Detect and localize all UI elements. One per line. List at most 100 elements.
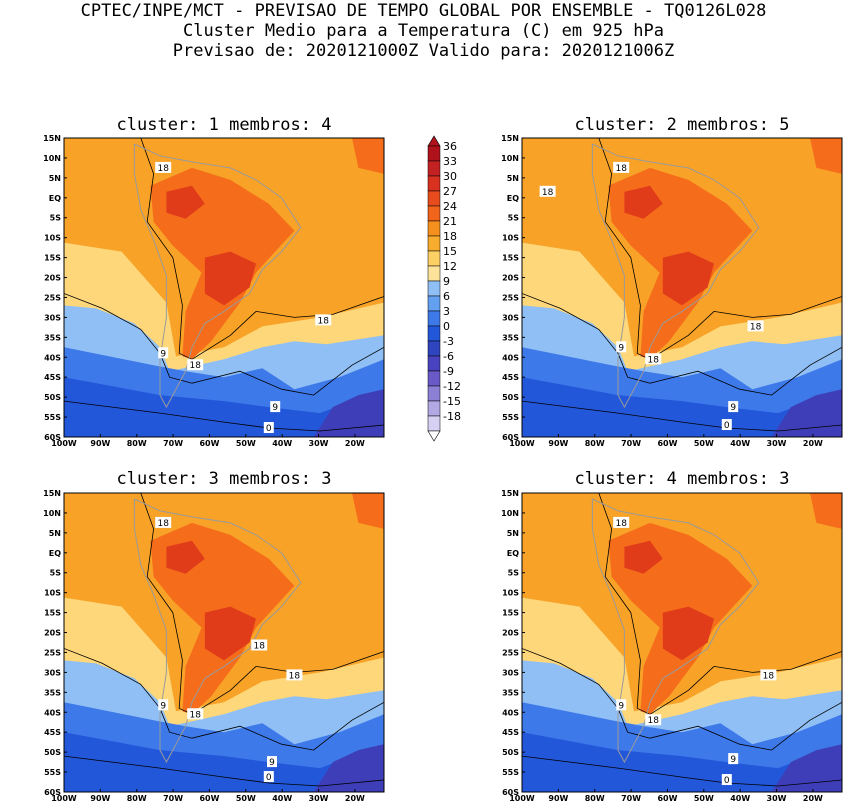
lat-label: 30S (502, 668, 519, 677)
lon-label: 30W (767, 794, 787, 803)
lat-label: 30S (44, 313, 61, 322)
lat-label: 5N (49, 174, 61, 183)
lat-label: 15S (502, 254, 519, 263)
lat-label: 5N (49, 529, 61, 538)
colorbar-swatch (427, 370, 441, 387)
header-line-2: Cluster Medio para a Temperatura (C) em … (182, 21, 665, 41)
contour-label: 0 (266, 773, 272, 783)
lat-label: 40S (44, 708, 61, 717)
colorbar-swatch (427, 160, 441, 177)
contour-label: 18 (615, 519, 627, 529)
lon-label: 40W (730, 794, 750, 803)
lon-label: 30W (767, 439, 787, 448)
lon-label: 70W (621, 794, 641, 803)
contour-label: 9 (618, 343, 624, 353)
lon-label: 30W (309, 794, 329, 803)
colorbar-swatch (427, 340, 441, 357)
lon-label: 20W (345, 794, 365, 803)
colorbar-swatch (427, 250, 441, 267)
lon-label: 40W (272, 439, 292, 448)
contour-0 (522, 755, 842, 787)
lat-label: 10N (43, 154, 61, 163)
colorbar-swatch (427, 355, 441, 372)
contour-label: 18 (615, 164, 627, 174)
contour-0 (64, 755, 384, 787)
colorbar-swatch (427, 175, 441, 192)
lon-label: 20W (345, 439, 365, 448)
lat-label: 35S (44, 688, 61, 697)
contour-18 (598, 138, 842, 360)
lat-label: 35S (502, 333, 519, 342)
contour-label-box (158, 699, 169, 711)
lat-label: 35S (44, 333, 61, 342)
colorbar-label: -3 (443, 335, 454, 348)
map-frame (63, 137, 385, 438)
contour-label: 9 (730, 755, 736, 765)
field-hot (662, 251, 714, 306)
field-warm-ne (352, 493, 384, 529)
contour-label: 9 (160, 349, 166, 359)
contour-9 (522, 293, 842, 396)
continent-outline (591, 498, 760, 764)
lon-label: 50W (236, 794, 256, 803)
lon-label: 90W (548, 794, 568, 803)
lon-label: 60W (199, 439, 219, 448)
lon-label: 70W (163, 439, 183, 448)
lat-label: 15S (502, 609, 519, 618)
contour-label-box (613, 161, 630, 173)
colorbar-label: 9 (443, 275, 450, 288)
contour-label-box (613, 516, 630, 528)
lon-label: 60W (657, 439, 677, 448)
contour-label-box (721, 419, 732, 431)
contour-label-box (155, 161, 172, 173)
lat-label: 60S (502, 433, 519, 442)
lat-label: 15S (44, 254, 61, 263)
lat-label: EQ (507, 194, 519, 203)
lon-label: 90W (90, 439, 110, 448)
colorbar-label: 33 (443, 155, 457, 168)
lat-label: 20S (44, 629, 61, 638)
header-line-1: CPTEC/INPE/MCT - PREVISAO DE TEMPO GLOBA… (80, 1, 767, 21)
contour-label-box (728, 401, 739, 413)
colorbar-label: 18 (443, 230, 457, 243)
lat-label: EQ (49, 194, 61, 203)
contour-9 (522, 648, 842, 751)
colorbar-label: -18 (443, 410, 461, 423)
colorbar-swatch (427, 385, 441, 402)
contour-label-box (539, 185, 556, 197)
colorbar-swatch (427, 400, 441, 417)
lon-label: 100W (509, 794, 535, 803)
field-hot (662, 606, 714, 661)
contour-label: 18 (253, 641, 265, 651)
contour-label-box (267, 756, 277, 768)
contour-label-box (747, 320, 764, 332)
contour-label-box (315, 314, 332, 326)
contour-label-box (187, 708, 204, 720)
contour-label: 0 (724, 421, 730, 431)
colorbar-swatch (427, 235, 441, 252)
lat-label: 45S (44, 728, 61, 737)
contour-label-box (187, 359, 204, 371)
contour-label: 18 (289, 671, 301, 681)
contour-label: 9 (272, 403, 278, 413)
colorbar-arrow-top (427, 135, 441, 147)
map-frame (63, 492, 385, 793)
panel-title-1: cluster: 1 membros: 4 (116, 115, 332, 135)
lat-label: 55S (44, 413, 61, 422)
lon-label: 90W (90, 794, 110, 803)
lat-label: 50S (502, 748, 519, 757)
lat-label: 25S (502, 648, 519, 657)
colorbar-label: 6 (443, 290, 450, 303)
contour-9 (64, 648, 384, 751)
lat-label: 55S (502, 768, 519, 777)
lon-label: 100W (51, 794, 77, 803)
field-hot (204, 606, 256, 661)
continent-outline (133, 498, 302, 764)
lat-label: 45S (502, 373, 519, 382)
contour-label: 9 (269, 758, 275, 768)
lat-label: 40S (44, 353, 61, 362)
field-colder (64, 377, 384, 437)
colorbar-swatch (427, 220, 441, 237)
colorbar-swatch (427, 205, 441, 222)
contour-label-box (270, 401, 281, 413)
